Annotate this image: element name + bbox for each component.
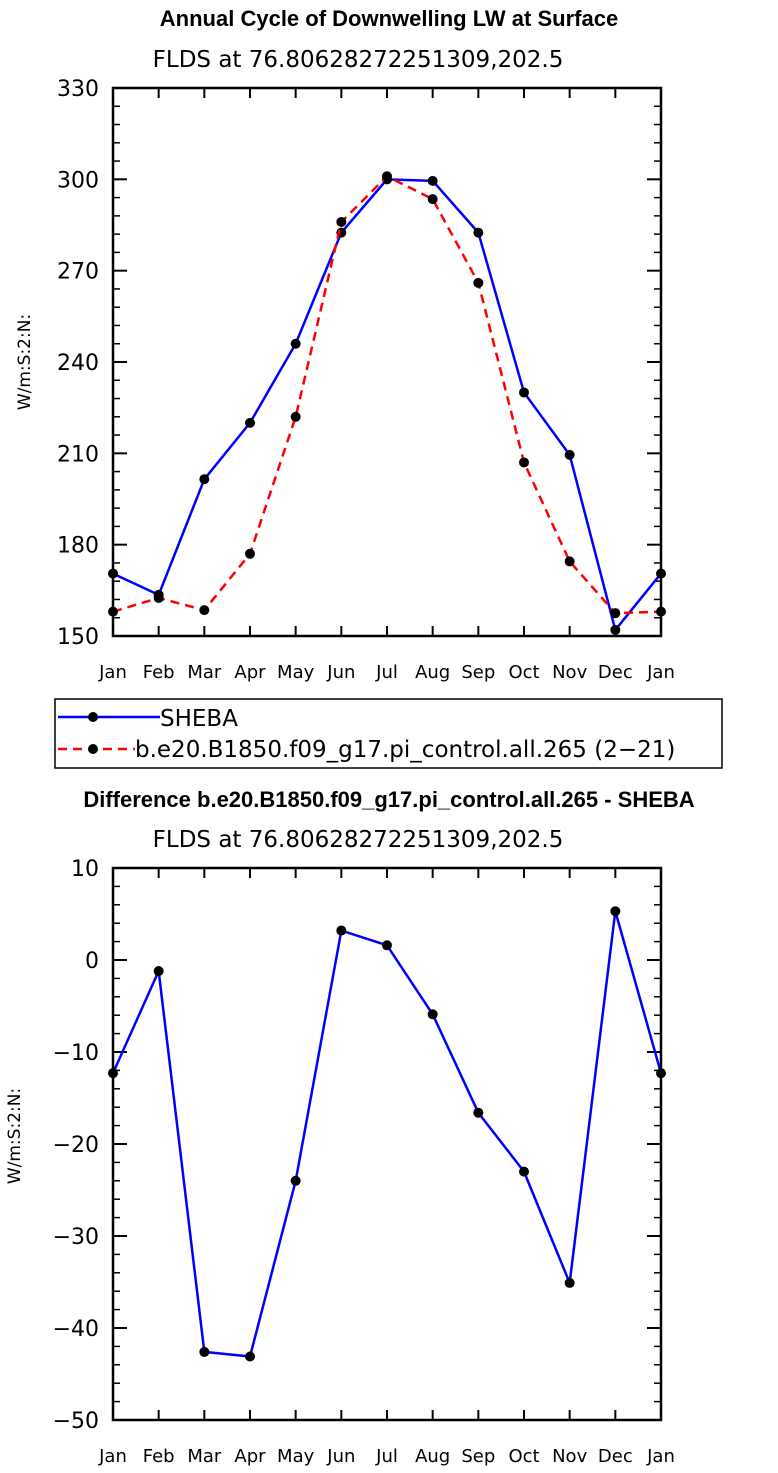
x-tick-label: Apr — [234, 662, 266, 683]
chart1-legend: SHEBA b.e20.B1850.f09_g17.pi_control.all… — [54, 698, 723, 769]
x-tick-label: Dec — [598, 662, 633, 683]
x-tick-label: May — [277, 662, 315, 683]
legend-sheba-marker — [88, 712, 98, 722]
series-line-0 — [111, 909, 663, 1358]
series-0-point — [199, 1346, 210, 1357]
x-tick-label: Sep — [461, 1446, 495, 1467]
series-0-point — [427, 1009, 438, 1020]
x-tick-label: Jul — [375, 662, 398, 683]
series-0-point — [382, 940, 392, 951]
x-tick-label: Oct — [508, 662, 539, 683]
legend-model-marker — [88, 744, 98, 754]
y-tick-label: 270 — [57, 260, 99, 285]
y-tick-label: −40 — [53, 1317, 99, 1342]
chart2-ylabel: W/m:S:2:N: — [5, 1088, 25, 1184]
series-0-point — [610, 906, 621, 917]
x-tick-label: Jun — [326, 1446, 355, 1467]
chart1-title: Annual Cycle of Downwelling LW at Surfac… — [160, 6, 618, 31]
series-0-point — [473, 1107, 484, 1118]
series-0-point — [290, 338, 301, 349]
chart2-axes: Jan Feb Mar Apr May Jun Jul Aug Sep Oct Nov Dec Jan −… — [53, 857, 675, 1467]
series-0-point — [245, 1351, 255, 1362]
y-tick-label: 240 — [57, 351, 99, 376]
x-tick-label: Aug — [415, 1446, 450, 1467]
y-tick-label: 210 — [57, 442, 99, 467]
chart2-subtitle: FLDS at 76.80628272251309,202.5 — [153, 827, 564, 853]
x-tick-label: Oct — [508, 1446, 539, 1467]
legend-sheba-label: SHEBA — [160, 706, 238, 732]
series-line-1 — [112, 175, 662, 615]
x-tick-label: Mar — [187, 662, 222, 683]
chart1-subtitle: FLDS at 76.80628272251309,202.5 — [153, 47, 564, 73]
legend-model-label: b.e20.B1850.f09_g17.pi_control.all.265 (… — [135, 737, 675, 763]
series-line-0 — [112, 178, 662, 632]
series-1-point — [564, 556, 575, 567]
series-0-point — [336, 925, 347, 936]
series-1-point — [336, 216, 347, 227]
difference-chart: Difference b.e20.B1850.f09_g17.pi_contro… — [5, 787, 695, 1467]
y-tick-label: 180 — [57, 534, 99, 559]
x-tick-label: Dec — [598, 1446, 633, 1467]
y-tick-label: 0 — [85, 949, 99, 974]
series-1-point — [519, 457, 529, 468]
series-1-point — [290, 411, 301, 422]
x-tick-label: Jan — [98, 1446, 127, 1467]
x-tick-label: Aug — [415, 662, 450, 683]
series-1-point — [153, 592, 164, 603]
y-tick-label: 10 — [71, 857, 99, 882]
x-tick-label: Jan — [646, 662, 675, 683]
series-0-point — [245, 417, 255, 428]
series-0-point — [427, 175, 438, 186]
series-0-point — [564, 449, 575, 460]
series-1-point — [427, 194, 438, 205]
chart1-ylabel: W/m:S:2:N: — [15, 314, 35, 410]
series-1-point — [610, 608, 621, 619]
x-tick-label: Jun — [326, 662, 355, 683]
series-0-point — [519, 1166, 529, 1177]
series-0-point — [290, 1175, 301, 1186]
chart1-series — [108, 171, 666, 635]
x-tick-label: Jul — [375, 1446, 398, 1467]
x-tick-label: Feb — [143, 1446, 175, 1467]
x-tick-label: Jan — [98, 662, 127, 683]
x-tick-label: May — [277, 1446, 315, 1467]
annual-cycle-chart: Annual Cycle of Downwelling LW at Surfac… — [15, 6, 675, 683]
chart2-plot-frame — [111, 866, 663, 1422]
y-tick-label: −20 — [53, 1133, 99, 1158]
chart1-axes: Jan Feb Mar Apr May Jun Jul Aug Sep Oct Nov Dec Jan 1… — [57, 77, 675, 683]
x-tick-label: Feb — [143, 662, 175, 683]
y-tick-label: −50 — [53, 1409, 99, 1434]
chart2-series — [108, 906, 666, 1362]
series-0-point — [610, 624, 621, 635]
x-tick-label: Nov — [552, 662, 587, 683]
y-tick-label: 150 — [57, 625, 99, 650]
series-1-point — [473, 277, 484, 288]
x-tick-label: Nov — [552, 1446, 587, 1467]
legend-box — [54, 698, 723, 769]
x-tick-label: Apr — [234, 1446, 266, 1467]
chart2-title: Difference b.e20.B1850.f09_g17.pi_contro… — [83, 787, 694, 812]
series-0-point — [564, 1277, 575, 1288]
x-tick-label: Sep — [461, 662, 495, 683]
series-0-point — [473, 227, 484, 238]
y-tick-label: −10 — [53, 1041, 99, 1066]
series-1-point — [199, 605, 210, 616]
x-tick-label: Mar — [187, 1446, 222, 1467]
series-1-point — [382, 171, 392, 182]
y-tick-label: 330 — [57, 77, 99, 102]
series-0-point — [519, 387, 529, 398]
series-1-point — [245, 548, 255, 559]
x-tick-label: Jan — [646, 1446, 675, 1467]
series-0-point — [199, 474, 210, 485]
y-tick-label: −30 — [53, 1225, 99, 1250]
y-tick-label: 300 — [57, 168, 99, 193]
chart1-plot-frame — [111, 86, 663, 638]
series-0-point — [153, 966, 164, 977]
